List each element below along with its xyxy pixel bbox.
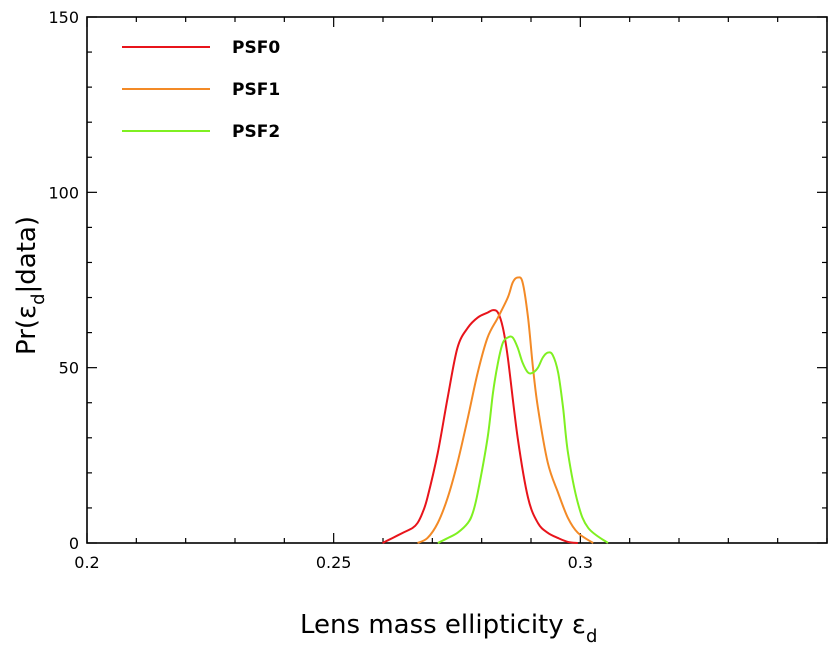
plot-frame [86,16,828,544]
x-tick-label: 0.25 [316,553,352,572]
y-axis-title: Pr(εd|data) [12,216,49,355]
axis-tick-labels: 0.2 0.25 0.3 0 50 100 150 [48,8,593,572]
axis-ticks [86,16,828,544]
y-tick-label: 0 [69,534,79,553]
series-line-psf1 [417,276,594,544]
series-line-psf2 [437,335,609,544]
x-tick-label: 0.2 [74,553,99,572]
legend-label-psf0: PSF0 [232,38,280,58]
x-axis-title: Lens mass ellipticity εd [300,610,597,646]
y-tick-label: 150 [48,8,79,27]
x-tick-label: 0.3 [568,553,593,572]
y-tick-label: 100 [48,183,79,202]
y-tick-label: 50 [59,359,79,378]
series-line-psf0 [382,309,578,544]
legend-label-psf1: PSF1 [232,80,280,100]
legend-label-psf2: PSF2 [232,122,280,142]
data-curves [382,276,609,544]
legend: PSF0 PSF1 PSF2 [122,38,280,142]
